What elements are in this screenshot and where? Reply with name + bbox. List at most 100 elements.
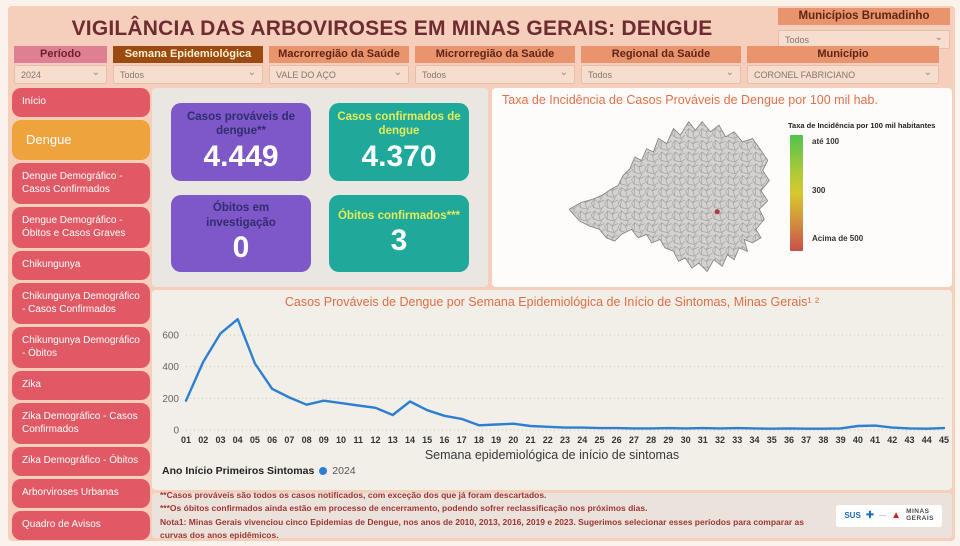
sidebar-item-label: Quadro de Avisos <box>22 519 101 531</box>
kpi-card-obitos-confirmados: Óbitos confirmados*** 3 <box>329 194 469 272</box>
x-tick-label: 23 <box>560 435 570 445</box>
x-tick-label: 09 <box>319 435 329 445</box>
filter-dropdown-semana-epidemiologica[interactable]: Todos ⌄ <box>113 65 263 84</box>
footnote-1: **Casos prováveis são todos os casos not… <box>160 490 547 501</box>
sidebar-item-chikungunya[interactable]: Chikungunya <box>12 251 150 280</box>
x-tick-label: 05 <box>250 435 260 445</box>
x-tick-label: 24 <box>577 435 587 445</box>
sidebar-item-label: Arborviroses Urbanas <box>22 487 119 499</box>
legend-label-low: até 100 <box>812 137 840 146</box>
kpi-card-obitos-em-investigacao: Óbitos em investigação 0 <box>171 194 311 272</box>
kpi-card-casos-provaveis: Casos prováveis de dengue** 4.449 <box>171 103 311 181</box>
filter-dropdown-microrregiao-saude[interactable]: Todos ⌄ <box>415 65 575 84</box>
x-tick-label: 13 <box>388 435 398 445</box>
x-tick-label: 36 <box>784 435 794 445</box>
filter-dropdown-municipio[interactable]: CORONEL FABRICIANO ⌄ <box>747 65 939 84</box>
footnote-2: ***Os óbitos confirmados ainda estão em … <box>160 503 648 514</box>
sidebar-item-inicio[interactable]: Início <box>12 88 150 117</box>
sidebar-item-label: Chikungunya <box>22 259 81 271</box>
sidebar-item-arborviroses-urbanas[interactable]: Arborviroses Urbanas <box>12 479 150 508</box>
x-tick-label: 18 <box>474 435 484 445</box>
x-tick-label: 20 <box>508 435 518 445</box>
series-dot-icon <box>319 467 328 475</box>
highlighted-municipality-marker[interactable] <box>714 209 720 215</box>
y-tick-label: 400 <box>162 362 179 373</box>
sus-logo: SUS <box>844 511 861 520</box>
legend-label-high: Acima de 500 <box>812 234 864 243</box>
kpi-value: 4.449 <box>203 139 279 173</box>
sidebar-item-dengue[interactable]: Dengue <box>12 120 150 160</box>
filter-dropdown-regional-saude[interactable]: Todos ⌄ <box>581 65 741 84</box>
x-tick-label: 34 <box>749 435 759 445</box>
x-tick-label: 42 <box>887 435 897 445</box>
chart-legend-label: Ano Início Primeiros Sintomas <box>162 465 315 477</box>
filter-value-municipio: CORONEL FABRICIANO <box>754 69 856 80</box>
kpi-title: Casos prováveis de dengue** <box>186 110 296 138</box>
sidebar-item-zika[interactable]: Zika <box>12 371 150 400</box>
footer-logos: SUS ✚ — ▲ MINAS GERAIS <box>836 504 942 527</box>
map-legend: Taxa de Incidência por 100 mil habitante… <box>788 121 946 251</box>
kpi-title: Óbitos confirmados*** <box>337 209 461 222</box>
epi-curve-chart[interactable]: 0 200 400 600 01 02 03 04 05 06 07 08 09 10 11 12 13 14 15… <box>152 310 952 450</box>
chevron-down-icon: ⌄ <box>725 66 734 78</box>
filter-label-macrorregiao-saude: Macrorregião da Saúde <box>269 46 409 63</box>
x-tick-label: 32 <box>715 435 725 445</box>
filter-label-regional-saude: Regional da Saúde <box>581 46 741 63</box>
sidebar-nav: Início Dengue Dengue Demográfico - Casos C… <box>12 88 150 540</box>
filter-dropdown-macrorregiao-saude[interactable]: VALE DO AÇO ⌄ <box>269 65 409 84</box>
sidebar-item-zika-demografico-obitos[interactable]: Zika Demográfico - Óbitos <box>12 447 150 476</box>
kpi-value: 4.370 <box>361 139 437 173</box>
kpi-value: 0 <box>232 231 250 265</box>
chevron-down-icon: ⌄ <box>247 66 256 78</box>
chevron-down-icon: ⌄ <box>393 66 402 78</box>
sidebar-item-label: Dengue Demográfico - Óbitos e Casos Grav… <box>22 215 126 239</box>
x-tick-label: 21 <box>526 435 536 445</box>
chevron-down-icon: ⌄ <box>923 66 932 78</box>
footnote-3: Nota1: Minas Gerais vivenciou cinco Epid… <box>160 516 804 540</box>
y-tick-label: 0 <box>173 426 179 437</box>
map-legend-title: Taxa de Incidência por 100 mil habitante… <box>788 121 936 130</box>
x-tick-label: 33 <box>732 435 742 445</box>
filter-value-semana-epidemiologica: Todos <box>120 69 145 80</box>
x-tick-label: 14 <box>405 435 415 445</box>
x-tick-label: 01 <box>181 435 191 445</box>
sidebar-item-label: Início <box>22 96 46 108</box>
kpi-value: 3 <box>390 223 408 257</box>
minas-gerais-map[interactable] <box>556 115 791 279</box>
x-tick-label: 15 <box>422 435 432 445</box>
chart-legend: Ano Início Primeiros Sintomas 2024 <box>152 462 952 477</box>
sidebar-item-label: Zika Demográfico - Casos Confirmados <box>22 411 138 435</box>
sidebar-item-label: Chikungunya Demográfico - Óbitos <box>22 335 140 359</box>
chevron-down-icon: ⌄ <box>934 31 943 43</box>
chevron-down-icon: ⌄ <box>91 66 100 78</box>
sidebar-item-quadro-de-avisos[interactable]: Quadro de Avisos <box>12 511 150 540</box>
x-tick-label: 06 <box>267 435 277 445</box>
x-tick-label: 19 <box>491 435 501 445</box>
x-tick-label: 40 <box>853 435 863 445</box>
series-line-2024[interactable] <box>184 317 946 430</box>
page-title: VIGILÂNCIA DAS ARBOVIROSES EM MINAS GERA… <box>71 17 713 40</box>
x-tick-label: 03 <box>215 435 225 445</box>
sidebar-item-label: Zika Demográfico - Óbitos <box>22 455 139 467</box>
x-tick-label: 43 <box>905 435 915 445</box>
x-tick-label: 22 <box>543 435 553 445</box>
x-tick-label: 39 <box>836 435 846 445</box>
sidebar-item-chikungunya-demografico-casos-confirmados[interactable]: Chikungunya Demográfico - Casos Confirma… <box>12 283 150 324</box>
filter-value-microrregiao-saude: Todos <box>422 69 447 80</box>
sidebar-item-chikungunya-demografico-obitos[interactable]: Chikungunya Demográfico - Óbitos <box>12 327 150 368</box>
chart-x-axis-label: Semana epidemiológica de início de sinto… <box>424 448 680 462</box>
sidebar-item-dengue-demografico-casos-confirmados[interactable]: Dengue Demográfico - Casos Confirmados <box>12 163 150 204</box>
kpi-card-casos-confirmados: Casos confirmados de dengue 4.370 <box>329 103 469 181</box>
sidebar-item-dengue-demografico-obitos-e-casos-graves[interactable]: Dengue Demográfico - Óbitos e Casos Grav… <box>12 207 150 248</box>
x-tick-label: 26 <box>612 435 622 445</box>
filter-value-macrorregiao-saude: VALE DO AÇO <box>276 69 336 80</box>
filter-dropdown-periodo[interactable]: 2024 ⌄ <box>14 65 107 84</box>
sus-cross-icon: ✚ <box>865 509 875 521</box>
sidebar-item-zika-demografico-casos-confirmados[interactable]: Zika Demográfico - Casos Confirmados <box>12 403 150 444</box>
x-tick-label: 37 <box>801 435 811 445</box>
minas-gerais-triangle-icon: ▲ <box>891 509 902 521</box>
brumadinho-filter-label: Municípios Brumadinho <box>778 8 950 25</box>
map-title: Taxa de Incidência de Casos Prováveis de… <box>502 93 878 107</box>
x-tick-label: 10 <box>336 435 346 445</box>
filter-value-periodo: 2024 <box>21 69 42 80</box>
